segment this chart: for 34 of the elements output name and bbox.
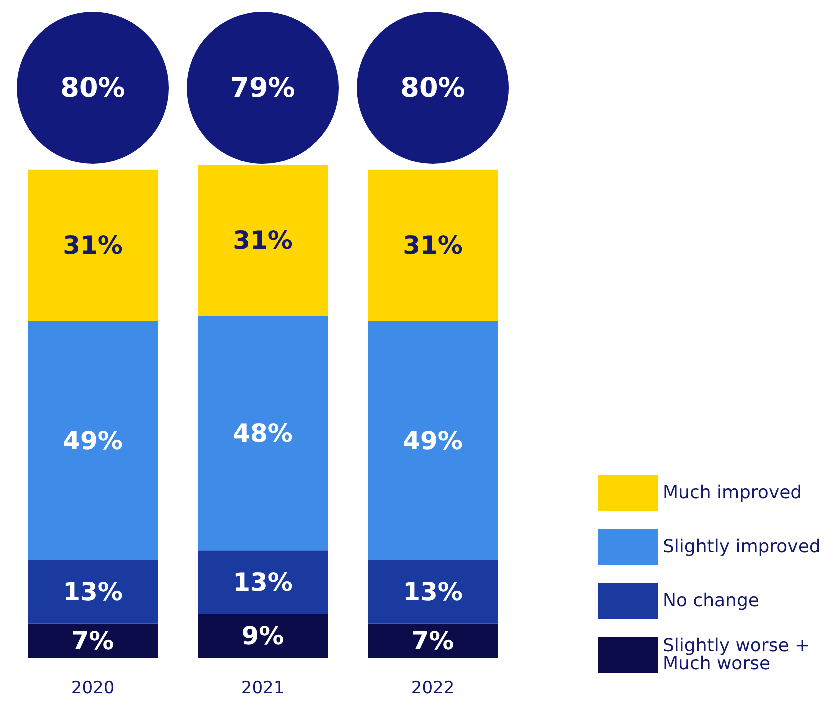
legend-label: Slightly worse + Much worse [663, 636, 816, 674]
bar [198, 550, 328, 614]
data-label: 9% [242, 622, 284, 651]
bar [198, 316, 328, 551]
legend-label: No change [663, 590, 760, 612]
data-label: 13% [403, 578, 463, 607]
circle-badge: 80% [357, 12, 509, 164]
data-label: 48% [233, 418, 293, 448]
data-label: 13% [63, 578, 123, 607]
bar [28, 321, 158, 560]
data-label: 49% [63, 426, 123, 456]
bar [198, 614, 328, 658]
data-label: 7% [72, 626, 114, 656]
data-label: 7% [412, 626, 454, 656]
data-label: 31% [403, 231, 463, 260]
x-tick-label: 2020 [71, 678, 115, 698]
circle-badge: 79% [187, 12, 339, 164]
legend-label: Much improved [663, 482, 802, 504]
legend-label: Slightly improved [663, 536, 821, 558]
data-label: 13% [233, 568, 293, 597]
bar [368, 321, 498, 560]
data-label: 31% [233, 226, 293, 256]
bar [28, 560, 158, 624]
bar [28, 624, 158, 658]
data-label: 49% [403, 426, 463, 456]
data-label: 31% [63, 231, 123, 260]
bar [368, 560, 498, 624]
x-tick-label: 2022 [411, 678, 455, 698]
bar [368, 170, 498, 322]
bar [198, 165, 328, 316]
bar [368, 624, 498, 658]
x-tick-label: 2021 [241, 678, 285, 698]
circle-badge: 80% [17, 12, 169, 164]
bar [28, 170, 158, 322]
